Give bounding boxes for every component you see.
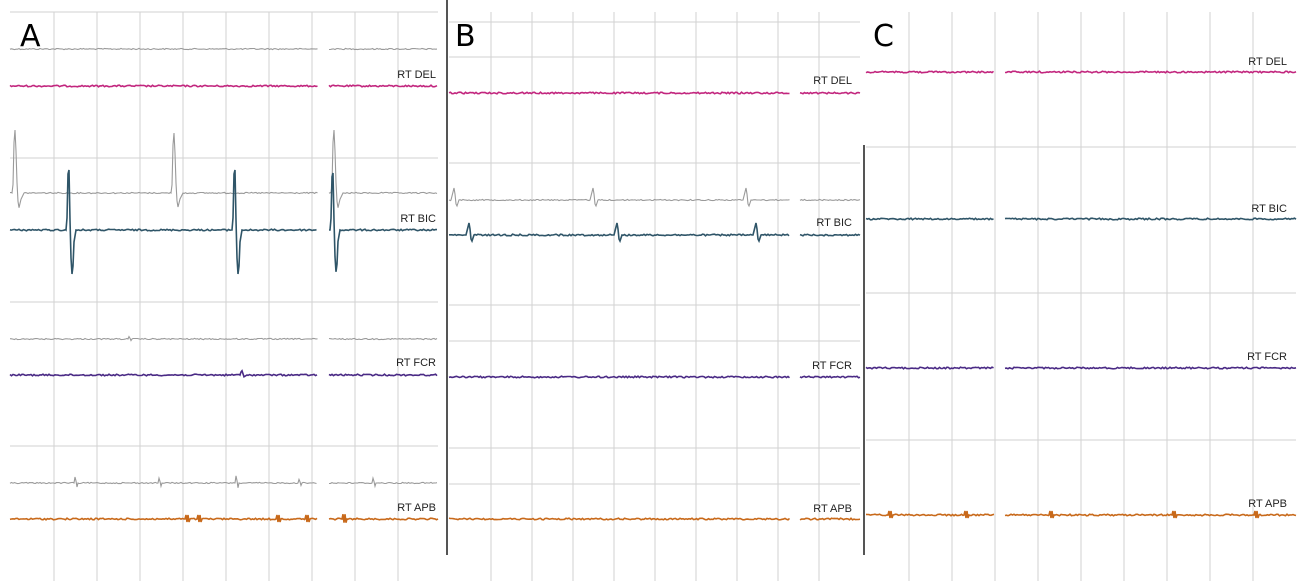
panel-a-label-apb: RT APB [397, 502, 436, 514]
panel-c-label-fcr: RT FCR [1247, 351, 1287, 363]
panel-b-rt-bic-reference-trace [448, 187, 861, 208]
panel-a-rt-bic-trace [9, 169, 437, 275]
panel-c-rt-del-trace [865, 70, 1297, 74]
panel-a: A RT DEL RT BIC RT FCR RT APB [9, 11, 439, 581]
panel-c-rt-bic-trace [865, 217, 1297, 221]
panel-c-rt-fcr-trace [865, 366, 1297, 370]
panel-a-letter: A [20, 19, 41, 54]
panel-b-rt-bic-trace [449, 222, 861, 244]
panel-c-grid [866, 12, 1296, 581]
panel-c-letter: C [873, 19, 894, 54]
panel-a-rt-del-reference-trace [9, 47, 438, 51]
panel-a-rt-fcr-trace [9, 369, 438, 378]
panel-b-traces [448, 91, 861, 521]
panel-a-rt-apb-trace [9, 514, 439, 523]
panel-c: C RT DEL RT BIC RT FCR RT APB [865, 12, 1297, 581]
panel-b: B RT DEL RT BIC RT FCR RT APB [448, 12, 861, 581]
panel-c-label-bic: RT BIC [1251, 203, 1287, 215]
panel-a-rt-del-trace [9, 84, 438, 88]
panel-a-rt-apb-reference-trace [9, 475, 438, 489]
panel-a-label-del: RT DEL [397, 69, 436, 81]
panel-b-rt-del-trace [448, 91, 861, 95]
panel-a-label-fcr: RT FCR [396, 357, 436, 369]
panel-c-traces [865, 70, 1297, 519]
panel-c-rt-apb-trace [865, 510, 1297, 519]
panel-b-rt-apb-trace [448, 517, 861, 521]
panel-a-grid [10, 11, 438, 581]
panel-a-traces [9, 47, 439, 523]
panel-b-grid [449, 12, 860, 581]
panel-b-label-apb: RT APB [813, 503, 852, 515]
panel-b-letter: B [455, 19, 476, 54]
panel-b-label-del: RT DEL [813, 75, 852, 87]
panel-a-rt-fcr-reference-trace [9, 335, 438, 342]
panel-a-label-bic: RT BIC [400, 213, 436, 225]
panel-c-label-del: RT DEL [1248, 56, 1287, 68]
panel-a-rt-bic-reference-trace [10, 129, 438, 208]
panel-b-label-bic: RT BIC [816, 217, 852, 229]
panel-c-label-apb: RT APB [1248, 498, 1287, 510]
panel-b-rt-fcr-trace [448, 375, 861, 379]
panel-b-label-fcr: RT FCR [812, 360, 852, 372]
